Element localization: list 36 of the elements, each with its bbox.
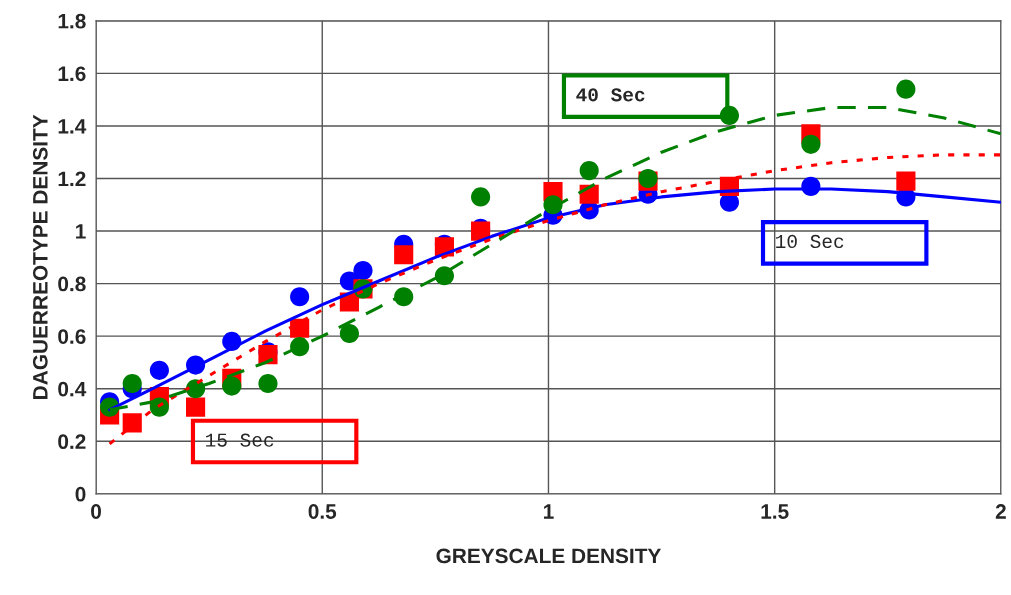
point [149,360,169,380]
text: 10 Sec [776,234,844,249]
y-tick-label: 1.2 [58,171,86,187]
point [122,373,142,394]
point [339,323,359,344]
y-tick-label: 1.4 [58,119,87,134]
point [896,171,916,191]
point [801,134,821,154]
point [186,397,206,417]
y-tick-label: 0 [75,486,86,502]
point [471,187,491,207]
line-series [108,153,1001,446]
y-tick-label: 1 [76,224,86,239]
point [222,376,242,396]
point [122,413,142,433]
y-tick-label: 0.2 [58,434,86,450]
point [353,260,373,281]
y-tick-label: 0.8 [58,276,86,292]
x-tick-label: 2 [995,504,1006,519]
point [579,161,599,181]
point [290,287,310,307]
point [434,266,454,286]
y-tick-label: 1.6 [58,66,86,82]
point [394,245,414,265]
y-tick-label: 0.6 [58,329,86,344]
text: 40 Sec [576,88,645,102]
x-tick-label: 1.5 [761,504,789,519]
y-tick-label: 1.8 [58,13,86,29]
x-tick-label: 0 [91,504,101,519]
y-tick-label: 0.4 [58,381,87,397]
y-axis-title: DAGUERREOTYPE DENSITY [32,114,48,399]
x-axis-title: GREYSCALE DENSITY [436,548,661,564]
x-tick-label: 0.5 [308,504,337,519]
x-tick-label: 1 [543,504,554,519]
point [258,373,278,394]
point [896,79,916,99]
